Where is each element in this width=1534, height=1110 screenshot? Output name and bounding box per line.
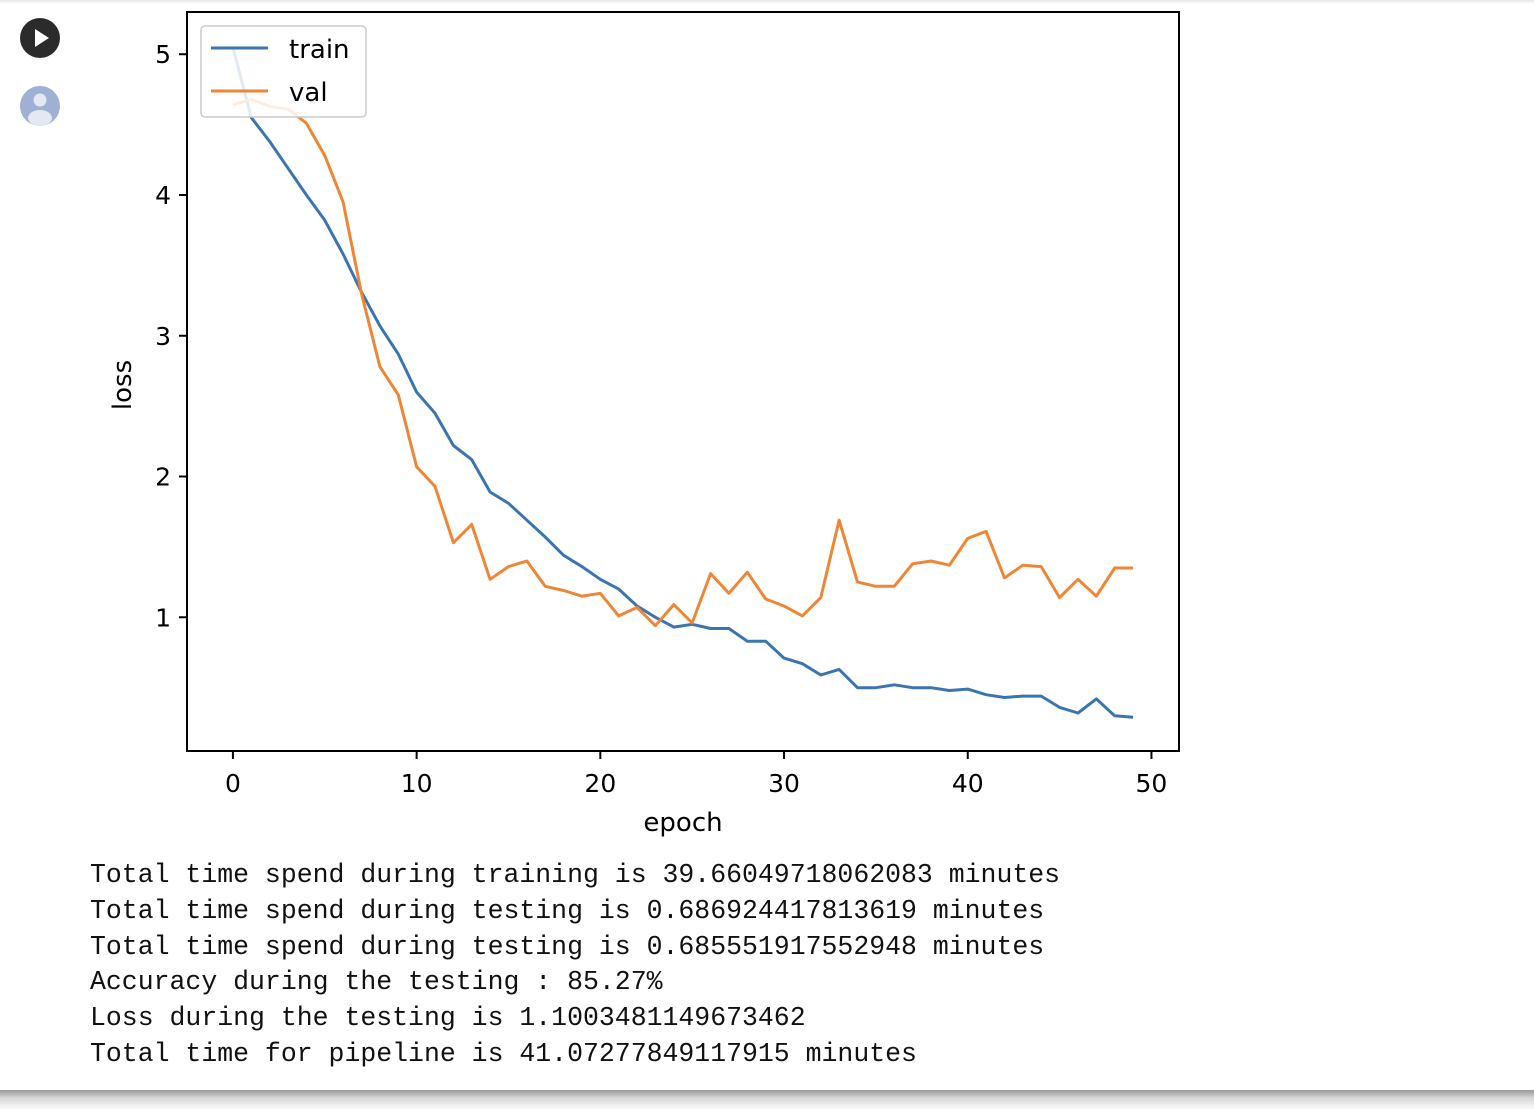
legend-train-label: train xyxy=(289,35,350,65)
x-tick-label: 40 xyxy=(952,769,984,798)
output-line: Total time for pipeline is 41.0727784911… xyxy=(90,1038,917,1069)
x-tick-label: 30 xyxy=(768,769,800,798)
user-avatar-icon xyxy=(28,93,52,126)
loss-chart: 0 10 20 30 40 50 1 2 3 4 5 epoch loss train val xyxy=(108,11,1180,838)
legend: train val xyxy=(200,25,367,118)
x-tick-label: 50 xyxy=(1136,769,1168,798)
series-line-train xyxy=(231,46,1134,719)
y-tick-label: 3 xyxy=(155,322,171,351)
legend-val-label: val xyxy=(289,78,328,108)
bottom-edge-shadow xyxy=(0,1090,1534,1110)
x-tick-label: 0 xyxy=(225,769,241,798)
output-line: Accuracy during the testing : 85.27% xyxy=(90,967,663,998)
play-icon xyxy=(35,29,49,47)
series-line-val xyxy=(232,97,1134,628)
y-tick-label: 2 xyxy=(155,463,171,492)
cell-output-text: Total time spend during training is 39.6… xyxy=(90,858,1060,1073)
x-tick-label: 10 xyxy=(401,769,433,798)
output-line: Loss during the testing is 1.10034811496… xyxy=(90,1003,806,1034)
output-line: Total time spend during testing is 0.686… xyxy=(90,895,1045,926)
plot-marks xyxy=(231,46,1134,719)
y-tick-label: 5 xyxy=(155,40,171,69)
user-avatar xyxy=(20,86,60,126)
axes-frame xyxy=(186,11,1180,752)
x-axis-label: epoch xyxy=(643,808,722,838)
y-tick-label: 1 xyxy=(155,603,171,632)
y-tick-label: 4 xyxy=(155,181,171,210)
run-cell-button[interactable] xyxy=(20,18,60,58)
axis-ticks: 0 10 20 30 40 50 1 2 3 4 5 xyxy=(155,40,1167,798)
x-tick-label: 20 xyxy=(584,769,616,798)
output-line: Total time spend during testing is 0.685… xyxy=(90,931,1045,962)
top-edge-shadow xyxy=(0,0,1534,4)
output-line: Total time spend during training is 39.6… xyxy=(90,860,1061,890)
y-axis-label: loss xyxy=(108,360,138,410)
